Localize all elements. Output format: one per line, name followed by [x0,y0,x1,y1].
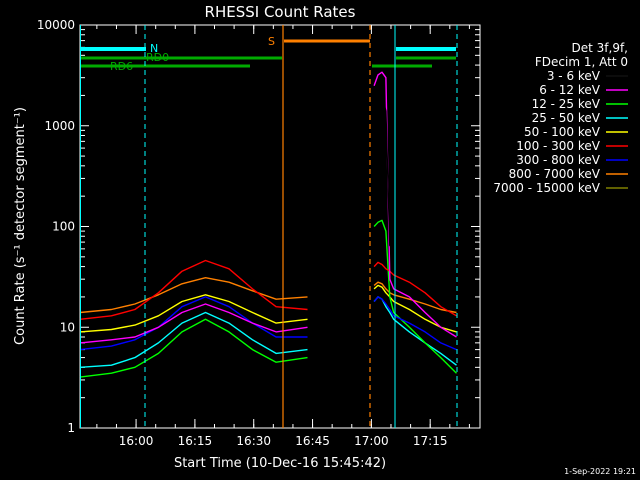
series-lines [79,71,457,378]
legend-label: 50 - 100 keV [524,125,601,139]
x-tick-label: 17:15 [413,434,448,448]
legend-label: 300 - 800 keV [516,153,600,167]
series-line-6-12-kev-seg2 [373,71,457,338]
legend-label: 25 - 50 keV [532,111,601,125]
x-tick-label: 16:45 [295,434,330,448]
annotation-n: N [150,42,158,55]
x-tick-label: 16:30 [236,434,271,448]
legend-header-1: Det 3f,9f, [572,41,629,55]
legend-header-2: FDecim 1, Att 0 [535,55,628,69]
y-tick-label: 1 [67,421,75,435]
series-line-100-300-kev-seg2 [373,261,457,317]
series-line-12-25-kev-seg1 [79,318,308,378]
series-line-100-300-kev-seg1 [79,259,308,320]
legend-label: 100 - 300 keV [516,139,600,153]
y-tick-label: 100 [52,220,75,234]
chart-title: RHESSI Count Rates [205,3,356,21]
timestamp: 1-Sep-2022 19:21 [564,467,636,476]
legend-label: 800 - 7000 keV [509,167,601,181]
legend-label: 6 - 12 keV [539,83,601,97]
annotation-s: S [268,35,275,48]
legend-label: 7000 - 15000 keV [493,181,600,195]
x-axis-label: Start Time (10-Dec-16 15:45:42) [174,456,386,471]
y-tick-label: 10000 [37,18,75,32]
x-axis-ticks: 16:00 16:15 16:30 16:45 17:00 17:15 [96,25,470,448]
series-line-300-800-kev-seg2 [373,296,457,351]
series-line-50-100-kev-seg2 [373,284,457,333]
x-tick-label: 16:00 [119,434,154,448]
event-markers [80,25,458,428]
state-bars [80,39,456,68]
y-axis-label: Count Rate (s⁻¹ detector segment⁻¹) [13,107,28,345]
x-tick-label: 17:00 [354,434,389,448]
legend-label: 3 - 6 keV [547,69,601,83]
legend-label: 12 - 25 keV [532,97,601,111]
series-line-800-7000-kev-seg1 [79,277,308,314]
annotation-rd6: RD6 [110,60,133,73]
y-tick-label: 1000 [44,119,75,133]
series-line-300-800-kev-seg1 [79,296,308,351]
series-line-3-6-kev-seg2 [373,96,457,260]
series-line-50-100-kev-seg1 [79,294,308,333]
y-tick-label: 10 [60,320,75,334]
series-line-800-7000-kev-seg2 [373,281,457,314]
series-line-6-12-kev-seg1 [79,303,308,344]
series-line-12-25-kev-seg2 [373,219,457,374]
x-tick-label: 16:15 [178,434,213,448]
series-line-3-6-kev-seg1 [79,240,308,260]
annotation-rd0: RD0 [146,51,169,64]
series-line-25-50-kev-seg1 [79,311,308,368]
